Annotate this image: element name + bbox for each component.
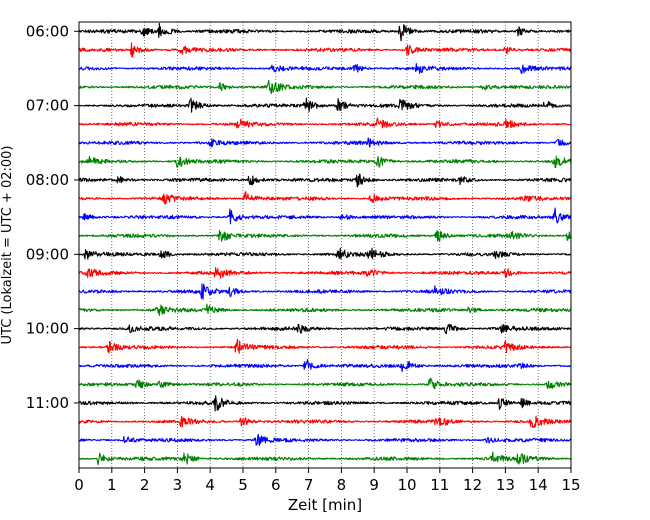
trace-0715 <box>78 117 572 129</box>
y-tick-label-0: 06:00 <box>26 22 69 40</box>
trace-0615 <box>78 42 572 58</box>
trace-1100 <box>78 395 572 412</box>
y-tick-label-4: 10:00 <box>26 320 69 338</box>
x-tick-label-7: 7 <box>304 476 314 494</box>
x-tick-label-3: 3 <box>173 476 183 494</box>
grid-layer <box>111 22 539 468</box>
y-tick-label-3: 09:00 <box>26 245 69 263</box>
x-tick-label-10: 10 <box>397 476 416 494</box>
trace-0600 <box>78 22 572 42</box>
trace-1030 <box>78 359 572 373</box>
x-tick-label-4: 4 <box>205 476 215 494</box>
plot-frame <box>78 21 572 469</box>
x-tick-label-9: 9 <box>369 476 379 494</box>
trace-0930 <box>78 283 572 300</box>
x-tick-label-1: 1 <box>107 476 117 494</box>
trace-0730 <box>78 137 572 148</box>
x-tick-label-0: 0 <box>74 476 84 494</box>
y-tick-label-5: 11:00 <box>26 394 69 412</box>
x-tick-label-13: 13 <box>496 476 515 494</box>
trace-0945 <box>78 303 572 316</box>
trace-0645 <box>78 79 572 95</box>
x-tick-label-5: 5 <box>238 476 248 494</box>
trace-0845 <box>78 229 572 242</box>
x-tick-label-2: 2 <box>140 476 150 494</box>
x-tick-label-15: 15 <box>561 476 580 494</box>
x-tick-label-14: 14 <box>529 476 548 494</box>
trace-0745 <box>78 155 572 169</box>
y-axis-title: UTC (Lokalzeit = UTC + 02:00) <box>0 146 15 345</box>
y-tick-label-2: 08:00 <box>26 171 69 189</box>
trace-layer <box>78 22 572 466</box>
axes-layer: 0 1 2 3 4 5 6 7 8 9 10 11 12 13 14 1506:0007:0008:0009:… <box>0 21 581 514</box>
trace-0815 <box>78 191 572 205</box>
trace-1145 <box>78 451 572 466</box>
trace-1045 <box>78 377 572 390</box>
y-tick-label-1: 07:00 <box>26 97 69 115</box>
trace-1130 <box>78 433 572 447</box>
trace-0630 <box>78 62 572 75</box>
x-tick-label-11: 11 <box>430 476 449 494</box>
trace-1000 <box>78 323 572 335</box>
trace-1015 <box>78 338 572 354</box>
trace-0900 <box>78 247 572 260</box>
trace-0800 <box>78 173 572 188</box>
trace-1115 <box>78 415 572 429</box>
x-tick-label-12: 12 <box>463 476 482 494</box>
trace-0700 <box>78 97 572 113</box>
trace-0915 <box>78 266 572 279</box>
x-axis-title: Zeit [min] <box>288 496 362 514</box>
x-tick-label-6: 6 <box>271 476 281 494</box>
trace-0830 <box>78 207 572 225</box>
x-tick-label-8: 8 <box>337 476 347 494</box>
